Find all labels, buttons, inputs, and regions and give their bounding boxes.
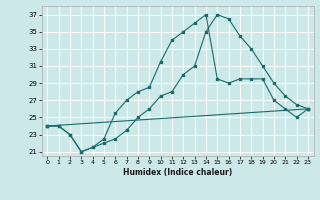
X-axis label: Humidex (Indice chaleur): Humidex (Indice chaleur): [123, 168, 232, 177]
